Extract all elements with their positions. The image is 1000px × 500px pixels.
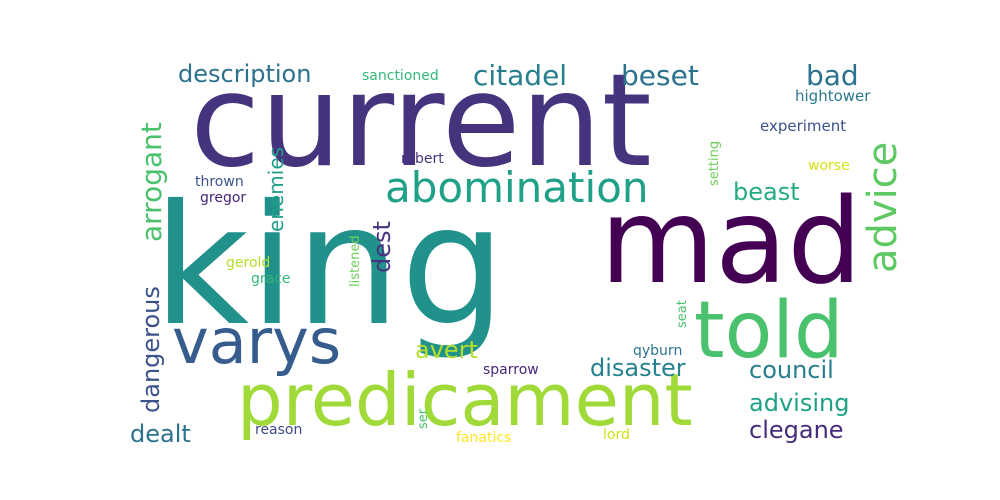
word-abomination: abomination [385,163,648,212]
word-avert: avert [415,336,478,364]
word-predicament: predicament [237,358,693,442]
word-bad: bad [806,59,859,92]
word-king: king [153,170,506,363]
word-gerold: gerold [226,255,270,271]
word-fanatics: fanatics [456,430,511,446]
word-dealt: dealt [130,420,191,448]
word-worse: worse [808,158,850,174]
word-told: told [694,286,844,376]
word-sanctioned: sanctioned [362,68,439,84]
word-current: current [190,47,652,196]
word-hightower: hightower [795,87,871,105]
word-robert: robert [401,151,444,167]
word-clegane: clegane [749,416,844,444]
word-description: description [178,60,311,88]
word-ser: ser [416,408,431,429]
word-enemies: enemies [264,147,288,232]
word-advising: advising [749,389,849,417]
word-grace: grace [251,271,291,287]
word-lord: lord [603,427,630,443]
word-listened: listened [348,235,363,287]
word-dangerous: dangerous [137,286,165,413]
word-beset: beset [621,59,699,92]
word-varys: varys [172,305,341,378]
word-arrogant: arrogant [135,122,168,242]
word-gregor: gregor [200,190,246,206]
word-beast: beast [733,178,800,206]
word-disaster: disaster [590,354,686,382]
word-reason: reason [255,422,302,438]
word-mad: mad [600,172,862,310]
word-experiment: experiment [760,117,846,135]
word-seat: seat [675,300,690,328]
word-thrown: thrown [195,174,244,190]
word-qyburn: qyburn [633,343,682,359]
word-dest: dest [368,221,396,273]
word-citadel: citadel [473,59,567,92]
word-sparrow: sparrow [483,362,539,378]
word-setting: setting [707,141,722,186]
word-council: council [749,356,834,384]
word-advice: advice [860,142,906,273]
